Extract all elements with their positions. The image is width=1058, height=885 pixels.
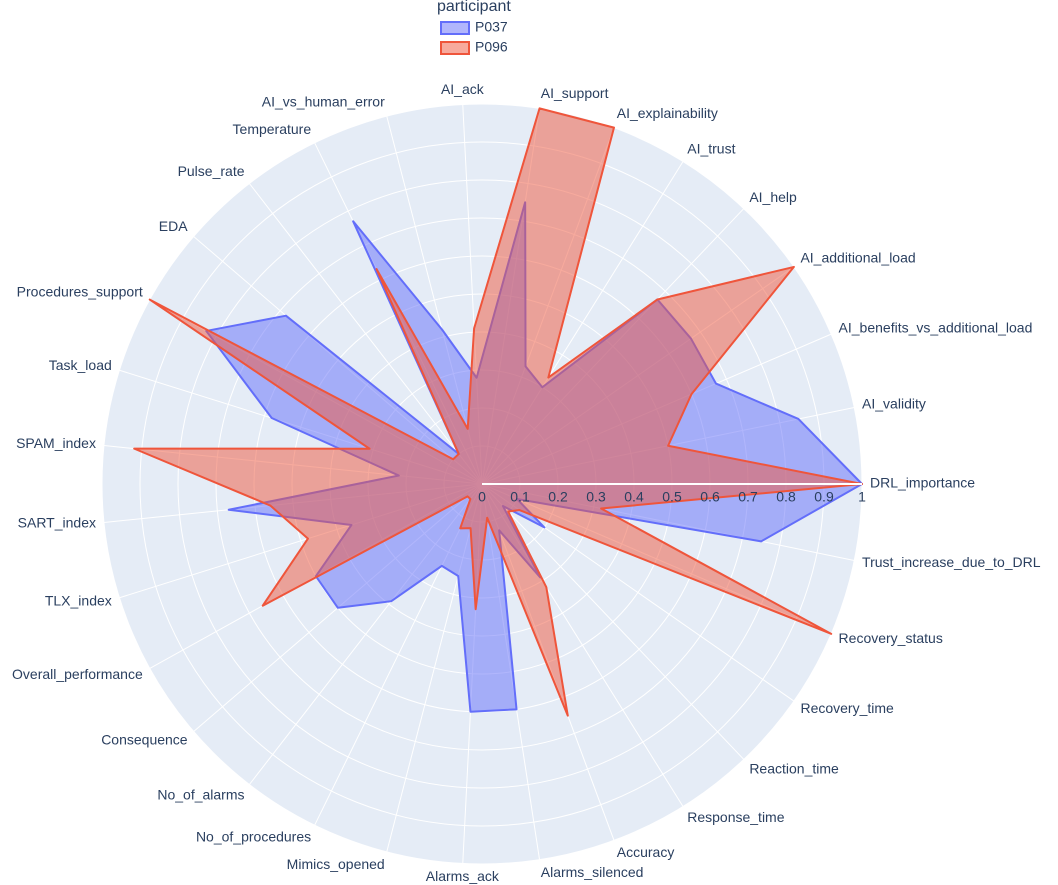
radial-tick-label: 0.3 xyxy=(586,489,606,505)
angular-tick-label: Alarms_silenced xyxy=(541,864,644,880)
radial-tick-label: 0.1 xyxy=(510,489,530,505)
angular-tick-label: Procedures_support xyxy=(17,283,143,299)
angular-tick-label: TLX_index xyxy=(45,593,112,609)
angular-tick-label: SPAM_index xyxy=(16,435,96,451)
radial-tick-label: 0.5 xyxy=(662,489,682,505)
radial-tick-label: 0.2 xyxy=(548,489,568,505)
radial-tick-label: 0.8 xyxy=(776,489,796,505)
angular-tick-label: Mimics_opened xyxy=(287,856,385,872)
angular-tick-label: DRL_importance xyxy=(870,475,975,491)
legend-swatch[interactable] xyxy=(440,41,470,55)
angular-tick-label: No_of_alarms xyxy=(157,786,244,802)
legend-title: participant xyxy=(437,0,511,15)
angular-tick-label: AI_support xyxy=(541,85,609,101)
radial-tick-label: 0.9 xyxy=(814,489,834,505)
angular-tick-label: AI_additional_load xyxy=(800,250,915,266)
angular-tick-label: EDA xyxy=(159,218,188,234)
legend-label[interactable]: P037 xyxy=(475,19,508,35)
angular-tick-label: Alarms_ack xyxy=(426,868,500,884)
angular-tick-label: AI_explainability xyxy=(617,105,718,121)
angular-tick-label: AI_ack xyxy=(441,81,485,97)
radial-tick-label: 0 xyxy=(478,489,486,505)
radial-tick-label: 0.4 xyxy=(624,489,644,505)
angular-tick-label: AI_help xyxy=(749,189,797,205)
angular-tick-label: Pulse_rate xyxy=(178,163,245,179)
radial-tick-label: 0.6 xyxy=(700,489,720,505)
radar-area xyxy=(133,107,863,717)
angular-tick-label: Overall_performance xyxy=(12,666,143,682)
radial-tick-label: 1 xyxy=(858,489,866,505)
legend-label[interactable]: P096 xyxy=(475,39,508,55)
angular-tick-label: Trust_increase_due_to_DRL xyxy=(862,554,1041,570)
angular-tick-label: Temperature xyxy=(233,121,312,137)
angular-tick-label: Response_time xyxy=(687,809,784,825)
angular-grid-line xyxy=(249,183,483,485)
angular-grid-line xyxy=(481,483,745,760)
angular-tick-label: SART_index xyxy=(18,515,96,531)
angular-tick-label: AI_validity xyxy=(862,395,926,411)
legend-swatch[interactable] xyxy=(440,21,470,35)
radial-tick-label: 0.7 xyxy=(738,489,758,505)
angular-tick-label: Accuracy xyxy=(617,844,675,860)
angular-tick-label: AI_trust xyxy=(687,140,735,156)
angular-tick-label: No_of_procedures xyxy=(196,828,311,844)
angular-tick-label: AI_benefits_vs_additional_load xyxy=(839,319,1033,335)
angular-tick-label: Recovery_time xyxy=(800,700,894,716)
angular-tick-label: Recovery_status xyxy=(839,630,943,646)
angular-tick-label: Consequence xyxy=(101,731,188,747)
angular-tick-label: Task_load xyxy=(49,357,112,373)
angular-tick-label: Reaction_time xyxy=(749,760,839,776)
angular-tick-label: AI_vs_human_error xyxy=(262,93,385,109)
